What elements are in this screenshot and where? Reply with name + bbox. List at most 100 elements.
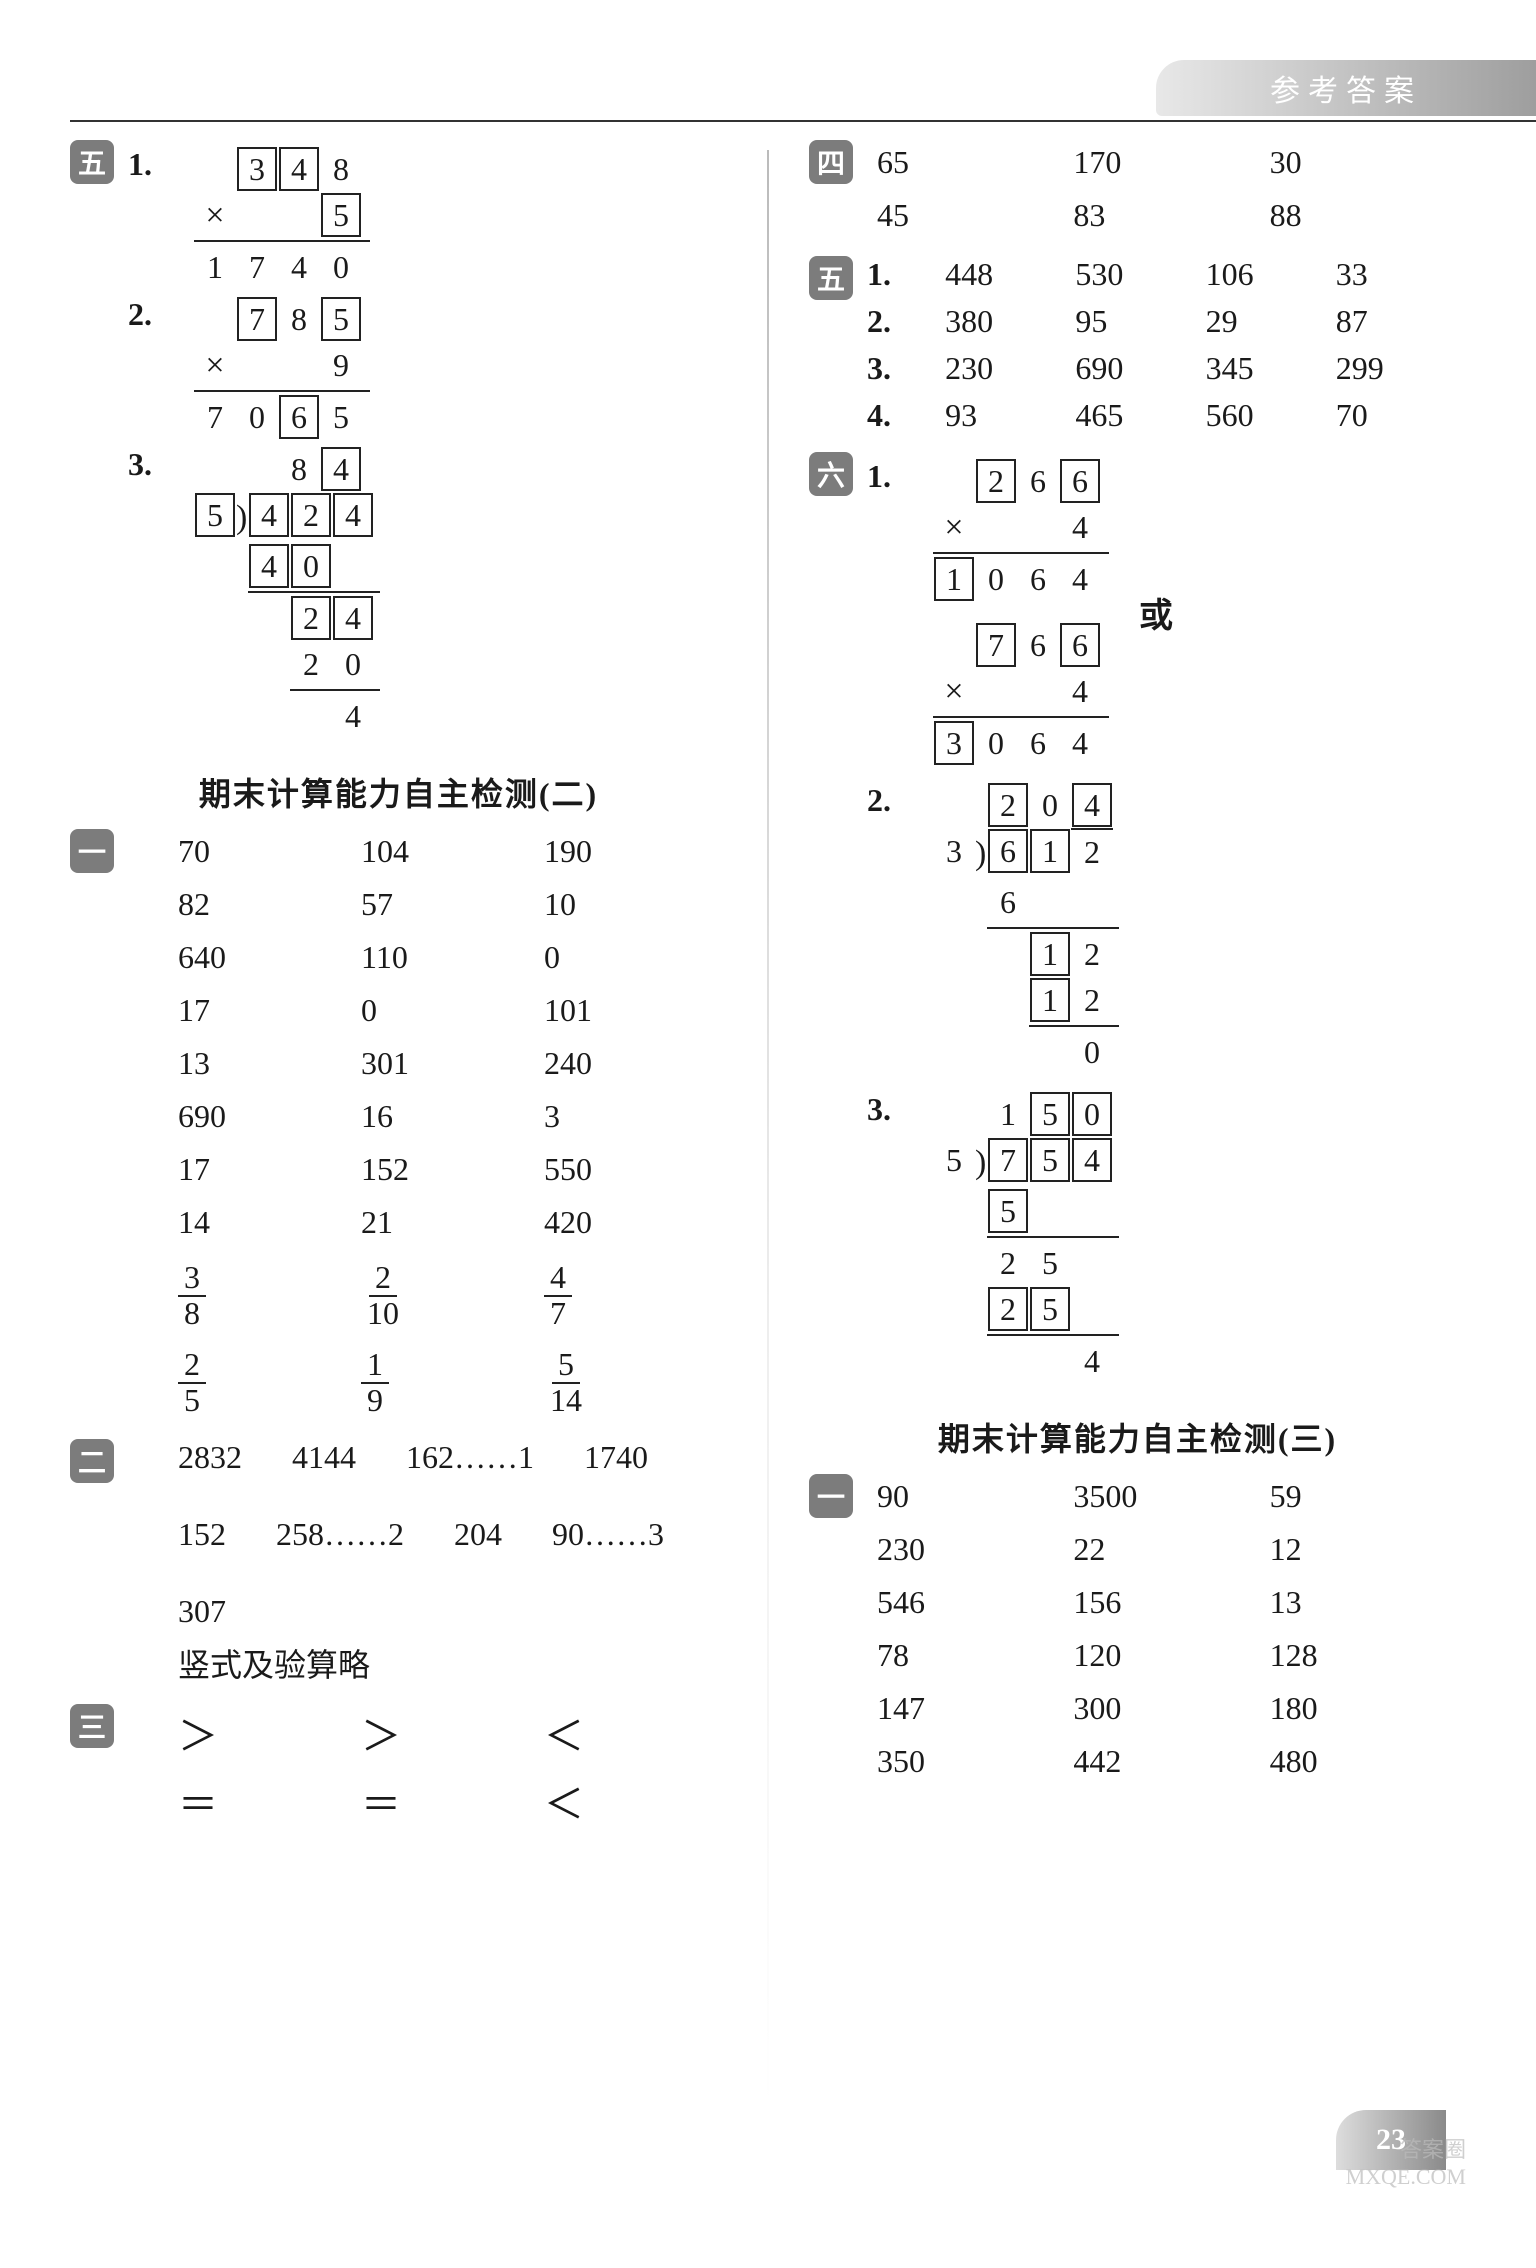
- watermark-line: 答案圈: [1346, 2137, 1466, 2163]
- label: 2.: [128, 296, 174, 333]
- badge-five: 五: [809, 256, 853, 300]
- remainder: 4: [1071, 1338, 1113, 1384]
- remainder: 0: [1071, 1029, 1113, 1075]
- answer-grid: 7010419082571064011001701011330124069016…: [178, 829, 727, 1245]
- digit: 1: [1030, 932, 1070, 976]
- problem-6-2: 2. 2 0 4 3 ) 6 1: [867, 782, 1466, 1075]
- grid-cell: 230: [945, 350, 1075, 387]
- grid-cell: 640: [178, 935, 361, 980]
- grid-cell: 3500: [1073, 1474, 1269, 1519]
- digit: 1: [987, 1091, 1029, 1137]
- grid-cell: 30: [1270, 140, 1466, 185]
- divisor: 5: [933, 1137, 975, 1183]
- problem-5-3: 3. 8 4 5 ) 4 2 4: [128, 446, 727, 739]
- digit: 6: [1060, 459, 1100, 503]
- badge-five: 五: [70, 140, 114, 184]
- badge-one: 一: [809, 1474, 853, 1518]
- badge-six: 六: [809, 452, 853, 496]
- label: 1.: [128, 146, 174, 183]
- remainder: 4: [332, 693, 374, 739]
- digit: 0: [975, 720, 1017, 766]
- digit: 6: [1017, 720, 1059, 766]
- grid-cell: 147: [877, 1686, 1073, 1731]
- digit: 0: [332, 641, 374, 687]
- list-item: 4144: [292, 1439, 356, 1476]
- grid-cell: 230: [877, 1527, 1073, 1572]
- digit: 4: [278, 244, 320, 290]
- grid-cell: 0: [544, 935, 727, 980]
- badge-one: 一: [70, 829, 114, 873]
- comparison-symbol: ＝: [178, 1772, 361, 1830]
- digit: 2: [987, 1240, 1029, 1286]
- digit: 8: [278, 296, 320, 342]
- digit: 7: [236, 244, 278, 290]
- problem-6-1: 1. 2 6 6 ×: [867, 458, 1466, 766]
- list-item: 307: [178, 1593, 226, 1630]
- grid-cell: 33: [1336, 256, 1466, 293]
- list-item: 204: [454, 1516, 502, 1553]
- page: 参考答案 五 1. 3 4 8: [0, 0, 1536, 2230]
- digit: 5: [321, 297, 361, 341]
- left-section-2: 二 28324144162……11740152258……220490……3307…: [70, 1439, 727, 1686]
- long-division-2: 2 0 4 3 ) 6 1 2: [933, 782, 1119, 1075]
- list-item: 258……2: [276, 1516, 404, 1553]
- grid-cell: 350: [877, 1739, 1073, 1784]
- digit: 0: [1072, 1092, 1112, 1136]
- grid-cell: 170: [1073, 140, 1269, 185]
- grid-cell: 380: [945, 303, 1075, 340]
- digit: 2: [291, 596, 331, 640]
- comparison-symbol: ＜: [544, 1704, 727, 1762]
- fraction-cell: 25: [178, 1342, 361, 1421]
- digit: 2: [988, 783, 1028, 827]
- grid-cell: 152: [361, 1147, 544, 1192]
- grid-cell: 78: [877, 1633, 1073, 1678]
- list-item: 90……3: [552, 1516, 664, 1553]
- digit: 7: [976, 623, 1016, 667]
- watermark-line: MXQE.COM: [1346, 2164, 1466, 2190]
- digit: 5: [1030, 1092, 1070, 1136]
- digit: 2: [988, 1287, 1028, 1331]
- grid-cell: 16: [361, 1094, 544, 1139]
- grid-cell: 45: [877, 193, 1073, 238]
- digit: 7: [988, 1138, 1028, 1182]
- digit: 6: [279, 395, 319, 439]
- digit: 6: [987, 879, 1029, 925]
- grid-cell: 530: [1075, 256, 1205, 293]
- grid-cell: 59: [1270, 1474, 1466, 1519]
- divisor: 3: [933, 828, 975, 874]
- fraction-grid: 38210472519514: [178, 1255, 727, 1421]
- digit: 0: [320, 244, 362, 290]
- badge-two: 二: [70, 1439, 114, 1483]
- digit: 6: [1060, 623, 1100, 667]
- grid-cell: 83: [1073, 193, 1269, 238]
- digit: 5: [321, 193, 361, 237]
- grid-cell: 95: [1075, 303, 1205, 340]
- grid-cell: 690: [178, 1094, 361, 1139]
- grid-cell: 156: [1073, 1580, 1269, 1625]
- label: 1.: [867, 458, 913, 495]
- digit: 2: [1071, 977, 1113, 1023]
- grid-cell: 106: [1206, 256, 1336, 293]
- list-item: 162……1: [406, 1439, 534, 1476]
- heading-test-2: 期末计算能力自主检测(二): [70, 769, 727, 815]
- digit: 7: [237, 297, 277, 341]
- problem-5-1: 1. 3 4 8 × 5: [128, 146, 727, 290]
- multiply-sign: ×: [194, 342, 236, 388]
- digit: 9: [320, 342, 362, 388]
- grid-cell: 70: [178, 829, 361, 874]
- digit: 7: [194, 394, 236, 440]
- grid-cell: 560: [1206, 397, 1336, 434]
- answer-grid-4: 1.448530106332.3809529873.2306903452994.…: [867, 256, 1466, 434]
- grid-cell: 420: [544, 1200, 727, 1245]
- left-section-3: 三 ＞＞＜＝＝＜: [70, 1704, 727, 1830]
- digit: 4: [279, 147, 319, 191]
- answer-grid: 9035005923022125461561378120128147300180…: [877, 1474, 1466, 1784]
- right-section-5: 五 1.448530106332.3809529873.230690345299…: [809, 256, 1466, 434]
- grid-cell: 190: [544, 829, 727, 874]
- mult-6-1a: 2 6 6 × 4: [933, 458, 1109, 602]
- grid-cell: 21: [361, 1200, 544, 1245]
- right-section-1b: 一 90350059230221254615613781201281473001…: [809, 1474, 1466, 1784]
- grid-cell: 14: [178, 1200, 361, 1245]
- grid-cell: 690: [1075, 350, 1205, 387]
- answer-list: 28324144162……11740152258……220490……3307: [178, 1439, 727, 1630]
